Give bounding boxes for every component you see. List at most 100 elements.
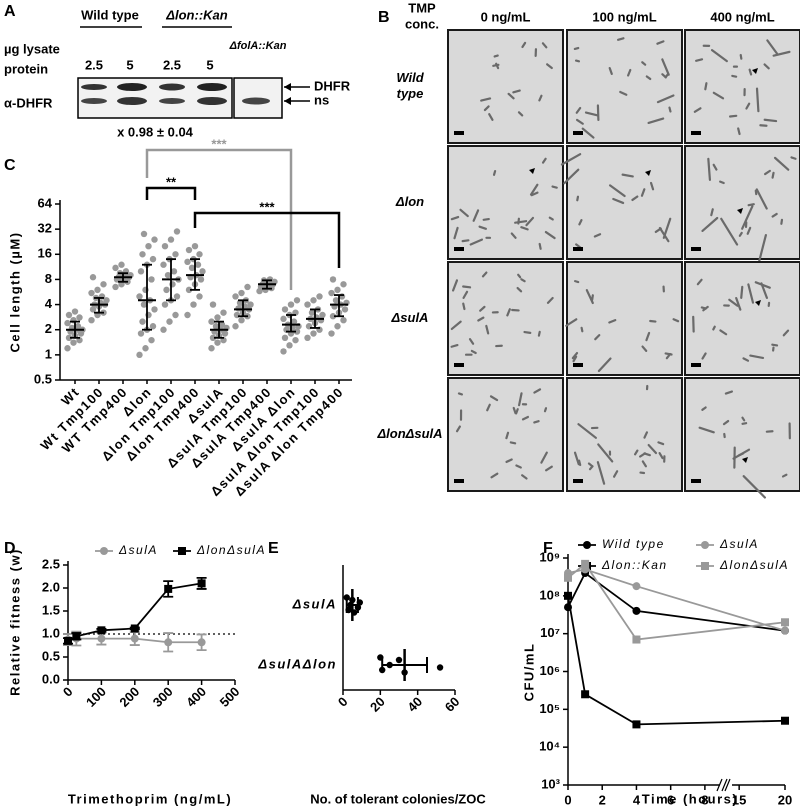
cell (782, 329, 790, 337)
cell (772, 50, 791, 57)
cell (790, 156, 797, 160)
data-point (233, 311, 241, 319)
cell (507, 92, 515, 100)
micrograph (447, 377, 564, 492)
data-point (328, 289, 335, 297)
column-header: 0 ng/mL (481, 9, 531, 24)
data-point (166, 318, 173, 325)
cell (518, 392, 523, 407)
cell (596, 461, 606, 485)
data-point (164, 271, 172, 279)
data-point (308, 309, 316, 316)
cell (781, 473, 788, 478)
cell (656, 94, 675, 104)
strain-label: ΔfolA::Kan (229, 40, 287, 52)
y-tick-label: 1 (45, 346, 52, 361)
cell (455, 425, 461, 433)
data-point (293, 297, 301, 304)
cell (468, 338, 475, 345)
data-point (103, 297, 110, 304)
data-point (212, 323, 220, 330)
cell (486, 403, 491, 412)
cell (728, 298, 739, 307)
data-point (137, 330, 145, 337)
scale-bar (573, 247, 583, 251)
cell (541, 157, 547, 164)
data-point (287, 301, 295, 308)
scale-bar (454, 363, 464, 367)
cell (641, 61, 647, 66)
cell (594, 334, 601, 341)
cell (668, 106, 672, 113)
scale-bar (691, 247, 701, 251)
cell (737, 127, 741, 136)
x-tick-label: 40 (404, 694, 425, 715)
data-point (232, 293, 239, 300)
y-tick-label: 10⁴ (539, 739, 560, 754)
data-point (238, 289, 245, 297)
cell (656, 40, 665, 45)
data-point (185, 246, 193, 254)
cell (575, 106, 582, 114)
panel-label: A (4, 3, 16, 20)
panel-label: F (543, 540, 553, 557)
arrow (735, 457, 748, 467)
legend-label: ΔlonΔsulA (196, 543, 266, 557)
cell (493, 54, 499, 58)
cell (481, 271, 488, 278)
cell (517, 217, 520, 225)
data-point (161, 242, 169, 250)
row-label: Δlon (395, 194, 424, 209)
data-point (280, 315, 287, 323)
x-tick-label: 0 (60, 684, 76, 700)
cell (540, 451, 548, 464)
cell (701, 216, 719, 232)
cell (597, 357, 612, 373)
cell (521, 41, 527, 49)
data-point (136, 293, 143, 300)
cell (702, 305, 709, 312)
marker (197, 638, 206, 647)
data-point (235, 305, 242, 312)
cell (574, 59, 581, 63)
marker (72, 632, 81, 641)
cell (584, 111, 599, 117)
scale-bar (691, 131, 701, 135)
micrograph (447, 145, 564, 260)
micrograph (447, 29, 564, 144)
y-axis-label: CFU/mL (521, 643, 536, 702)
data-point (151, 236, 158, 243)
cell (520, 226, 529, 231)
cell (479, 305, 486, 312)
cell (649, 319, 657, 323)
micrograph (566, 261, 683, 376)
cell (755, 87, 760, 113)
y-axis-label: Relative fitness (w) (7, 548, 22, 696)
data-point (334, 286, 341, 294)
cell (735, 296, 742, 311)
panel-label: D (4, 540, 16, 557)
data-point (118, 261, 125, 268)
data-point (292, 336, 299, 344)
cell (461, 239, 470, 243)
cell (571, 351, 579, 360)
data-point (148, 336, 155, 344)
cell (643, 431, 649, 439)
cell (591, 294, 594, 301)
cell (771, 343, 779, 347)
marker (581, 690, 590, 699)
data-point (244, 283, 251, 291)
y-tick-label: 32 (38, 221, 52, 236)
marker (781, 618, 789, 627)
data-point (136, 351, 143, 359)
data-point (281, 306, 289, 313)
cell (724, 390, 734, 395)
data-point (238, 316, 245, 324)
y-axis-label: Cell length (µM) (7, 231, 22, 352)
cell (657, 441, 665, 446)
cell (577, 423, 597, 439)
data-point (220, 309, 227, 316)
data-point (88, 289, 95, 297)
data-point (112, 264, 119, 272)
marker (632, 582, 641, 591)
